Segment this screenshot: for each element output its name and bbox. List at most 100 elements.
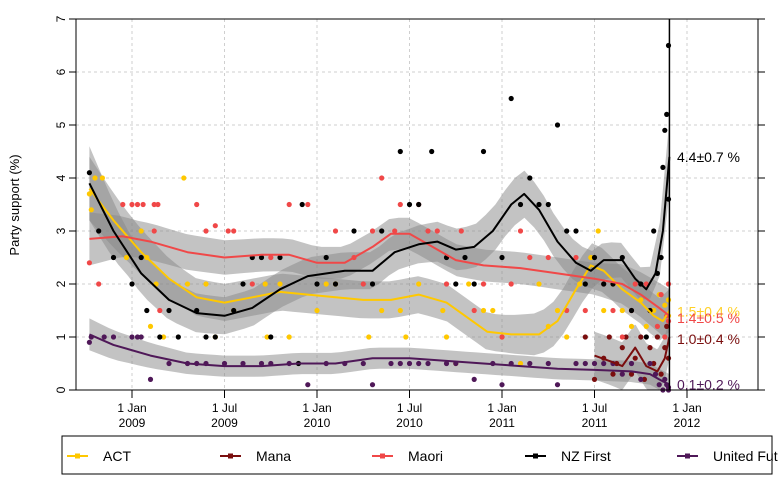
poll-point-act — [662, 302, 668, 308]
poll-point-maori — [194, 201, 200, 208]
poll-point-nz-first — [212, 334, 218, 340]
poll-point-nz-first — [166, 307, 172, 314]
poll-point-act — [88, 207, 94, 213]
poll-point-mana — [647, 345, 653, 351]
y-axis: 0 1 2 3 4 5 6 7 — [54, 15, 76, 393]
poll-point-united-future — [369, 382, 376, 388]
poll-point-maori — [231, 228, 237, 234]
poll-point-nz-first — [429, 148, 435, 155]
x-tick-label: 1 Jul — [397, 401, 422, 415]
poll-point-mana — [610, 371, 616, 377]
poll-point-nz-first — [545, 201, 551, 208]
poll-point-nz-first — [268, 334, 274, 340]
trend-line-maori — [89, 232, 671, 317]
poll-point-mana — [638, 334, 644, 340]
x-tick-label: 1 Jan — [672, 401, 701, 415]
poll-point-united-future — [591, 360, 598, 367]
poll-point-mana — [591, 376, 598, 382]
poll-point-maori — [332, 228, 339, 234]
poll-point-maori — [458, 228, 464, 234]
poll-point-maori — [151, 201, 157, 208]
poll-point-nz-first — [665, 42, 672, 49]
poll-point-nz-first — [299, 201, 305, 208]
poll-point-nz-first — [397, 148, 403, 155]
confidence-band-nz-first — [89, 119, 670, 335]
poll-point-maori — [471, 307, 477, 314]
y-tick-label: 2 — [54, 280, 68, 287]
poll-point-maori — [545, 254, 551, 261]
poll-point-united-future — [138, 334, 144, 340]
poll-point-maori — [86, 260, 92, 266]
legend-swatch-point — [685, 453, 690, 459]
poll-point-nz-first — [536, 201, 542, 208]
poll-point-united-future — [628, 360, 635, 367]
poll-point-mana — [658, 371, 664, 377]
poll-point-nz-first — [203, 334, 209, 340]
poll-point-nz-first — [138, 254, 144, 261]
poll-point-nz-first — [582, 281, 588, 287]
poll-point-act — [147, 323, 154, 329]
poll-point-act — [277, 281, 283, 287]
x-tick-label-year: 2010 — [304, 416, 331, 430]
poll-point-nz-first — [591, 254, 598, 261]
poll-point-united-future — [388, 360, 394, 367]
poll-point-nz-first — [619, 254, 625, 261]
end-label-maori: 1.4±0.5 % — [677, 310, 740, 326]
poll-point-act — [643, 323, 649, 329]
poll-point-united-future — [425, 360, 431, 367]
poll-point-act — [443, 334, 450, 340]
poll-point-maori — [619, 334, 625, 340]
poll-point-maori — [527, 254, 533, 261]
poll-point-maori — [434, 228, 440, 234]
poll-point-mana — [623, 334, 629, 340]
poll-point-united-future — [240, 360, 246, 367]
poll-point-maori — [369, 228, 376, 234]
poll-point-maori — [203, 228, 209, 234]
end-label-mana: 1.0±0.4 % — [677, 331, 740, 347]
y-tick-label: 5 — [54, 121, 68, 128]
poll-point-act — [184, 281, 191, 287]
legend-label-nz-first: NZ First — [561, 448, 611, 464]
poll-point-maori — [305, 201, 311, 208]
poll-point-nz-first — [369, 281, 376, 287]
poll-point-nz-first — [462, 254, 468, 261]
end-labels: 1.5±0.4 % 1.0±0.4 % 1.4±0.5 % 4.4±0.7 % 0.1±… — [677, 149, 740, 393]
x-tick-label-year: 2011 — [489, 416, 515, 430]
poll-point-nz-first — [144, 307, 150, 314]
poll-point-maori — [610, 307, 616, 314]
poll-point-maori — [96, 281, 102, 287]
y-axis-title: Party support (%) — [7, 154, 22, 255]
poll-point-nz-first — [258, 254, 265, 261]
poll-point-maori — [129, 201, 135, 208]
poll-point-nz-first — [658, 254, 664, 261]
poll-point-nz-first — [643, 334, 649, 340]
poll-point-maori — [425, 228, 431, 234]
poll-point-nz-first — [332, 281, 339, 287]
poll-point-act — [595, 228, 601, 234]
x-tick-label-year: 2012 — [674, 416, 701, 430]
poll-point-act — [490, 307, 496, 314]
x-tick-label-year: 2009 — [119, 416, 146, 430]
x-tick-label-year: 2009 — [211, 416, 238, 430]
poll-point-act — [314, 307, 320, 314]
poll-point-nz-first — [564, 228, 570, 234]
poll-point-act — [286, 334, 292, 340]
x-tick-label-year: 2010 — [396, 416, 423, 430]
poll-point-act — [564, 334, 570, 340]
poll-point-maori — [360, 281, 366, 287]
end-label-united-future: 0.1±0.2 % — [677, 377, 740, 393]
poll-point-act — [554, 307, 561, 314]
poll-point-united-future — [573, 360, 579, 367]
poll-point-maori — [249, 281, 255, 287]
poll-point-mana — [654, 334, 661, 340]
poll-point-nz-first — [96, 228, 102, 234]
poll-point-united-future — [601, 360, 607, 367]
poll-point-maori — [499, 334, 505, 340]
poll-point-act — [366, 334, 372, 340]
poll-point-united-future — [443, 360, 450, 367]
trend-line-nz-first — [88, 156, 671, 317]
poll-point-nz-first — [508, 95, 514, 102]
poll-point-maori — [665, 281, 672, 287]
x-tick-label: 1 Jul — [212, 401, 237, 415]
poll-point-united-future — [305, 382, 311, 388]
